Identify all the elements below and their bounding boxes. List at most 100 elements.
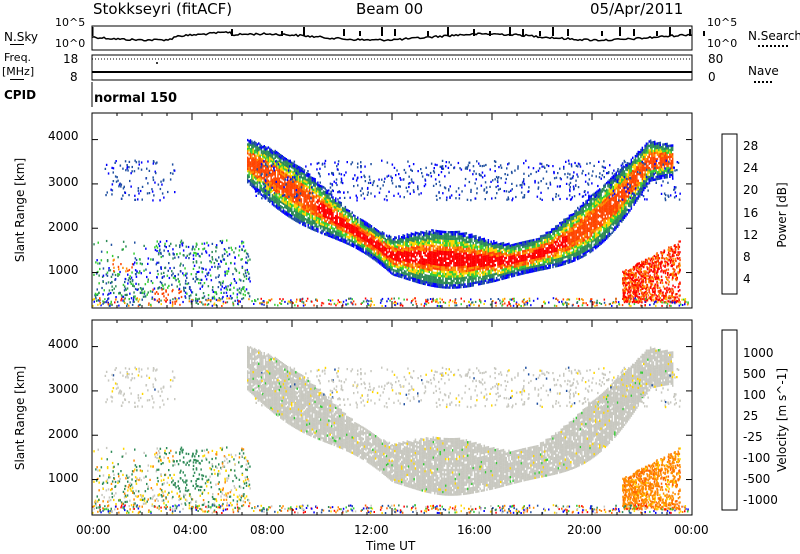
power-cell — [566, 251, 568, 254]
power-cell — [553, 241, 556, 244]
power-cell — [497, 250, 499, 253]
power-cell — [418, 277, 421, 280]
power-cell — [402, 274, 404, 277]
power-cell — [451, 273, 454, 276]
power-cell — [535, 269, 538, 272]
power-cell — [462, 281, 465, 284]
power-cell — [322, 221, 325, 224]
power-cell — [431, 255, 433, 259]
power-cell — [291, 203, 293, 207]
power-cell — [263, 180, 265, 183]
power-cell — [590, 250, 593, 253]
power-cell — [333, 199, 336, 202]
power-cell — [596, 245, 598, 249]
power-cell — [447, 235, 450, 238]
power-cell — [308, 184, 311, 187]
power-cell — [612, 212, 615, 215]
power-cell — [468, 271, 470, 274]
power-cell — [332, 222, 334, 226]
power-cell — [428, 255, 430, 258]
power-cell — [428, 239, 430, 242]
power-cell — [450, 235, 452, 238]
power-cell — [607, 180, 609, 183]
power-cell — [420, 277, 422, 280]
power-cell — [446, 281, 448, 285]
power-cell — [346, 215, 348, 218]
power-cell — [495, 272, 498, 275]
power-cell — [399, 260, 402, 263]
power-cell — [548, 246, 550, 250]
power-cell — [387, 244, 389, 247]
power-cell — [599, 199, 601, 202]
power-cell — [572, 248, 575, 251]
power-cell — [490, 258, 492, 261]
power-cell — [585, 226, 587, 230]
power-cell — [550, 241, 553, 245]
power-cell — [372, 246, 374, 249]
power-cell — [599, 239, 601, 242]
power-cell — [583, 238, 586, 242]
power-cell — [589, 195, 591, 198]
power-cell — [288, 199, 290, 203]
power-cell — [423, 275, 425, 279]
power-cell — [527, 246, 529, 250]
power-cell — [277, 176, 279, 179]
power-cell — [362, 248, 364, 251]
power-cell — [347, 213, 349, 217]
power-cell — [418, 259, 421, 262]
power-cell — [571, 260, 573, 263]
power-cell — [365, 236, 367, 240]
power-cell — [476, 252, 479, 255]
power-cell — [480, 242, 483, 246]
power-cell — [604, 216, 606, 219]
power-cell — [343, 214, 345, 217]
power-cell — [478, 278, 480, 282]
power-cell — [555, 227, 557, 230]
power-cell — [420, 246, 422, 249]
power-cell — [300, 180, 303, 183]
power-cell — [545, 240, 547, 244]
freq-label: Freq. — [4, 51, 32, 64]
power-cell — [259, 170, 261, 173]
power-cell — [325, 204, 327, 208]
power-cell — [546, 258, 549, 261]
power-cell — [469, 266, 472, 270]
power-cell — [304, 195, 307, 199]
power-cell — [603, 228, 605, 232]
power-cell — [568, 223, 571, 226]
power-cell — [377, 232, 380, 235]
power-cell — [597, 216, 600, 219]
power-cell — [440, 274, 443, 278]
power-cell — [446, 244, 448, 247]
power-cell — [581, 233, 583, 236]
power-cell — [379, 240, 381, 243]
power-cell — [304, 200, 307, 203]
power-cell — [379, 231, 381, 234]
power-cell — [535, 249, 538, 252]
power-cell — [296, 204, 298, 208]
power-cell — [383, 258, 385, 262]
power-cell — [515, 254, 517, 257]
power-cell — [513, 265, 516, 268]
power-cell — [542, 234, 545, 237]
power-cell — [439, 261, 441, 264]
power-cell — [610, 202, 612, 205]
power-cell — [534, 269, 536, 272]
power-cell — [412, 252, 414, 256]
power-cell — [341, 218, 344, 221]
power-cell — [500, 264, 502, 268]
power-cell — [370, 245, 373, 248]
power-cell — [423, 249, 425, 252]
power-cell — [428, 264, 430, 267]
power-cell — [252, 186, 254, 189]
power-cell — [535, 244, 538, 248]
power-cell — [248, 146, 250, 150]
power-cell — [603, 240, 605, 243]
power-cell — [509, 264, 512, 267]
power-cell — [273, 170, 275, 174]
power-cell — [568, 243, 571, 246]
power-cell — [292, 184, 294, 187]
power-cell — [579, 209, 582, 213]
power-cell — [402, 247, 404, 250]
power-cell — [579, 221, 582, 224]
